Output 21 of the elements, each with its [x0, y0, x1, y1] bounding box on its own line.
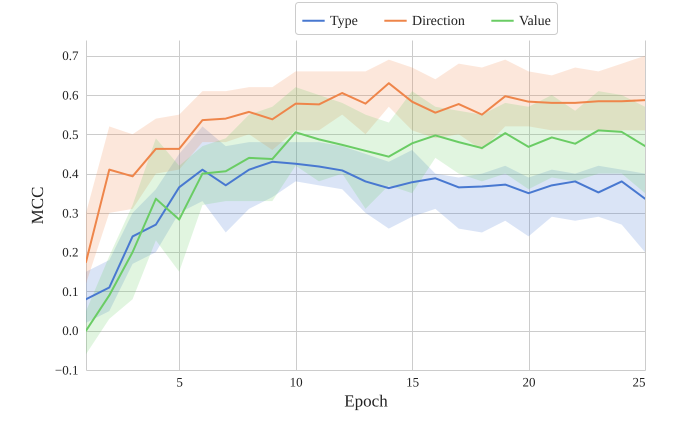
y-tick-label: 0.0	[62, 323, 78, 338]
x-tick-label: 10	[290, 374, 303, 390]
x-axis-title: Epoch	[344, 392, 388, 410]
y-axis-title: MCC	[28, 186, 47, 224]
y-tick-label: 0.6	[62, 88, 79, 102]
y-tick-label: 0.4	[62, 166, 79, 182]
y-tick-label: 0.1	[62, 284, 78, 299]
x-tick-label: 15	[406, 374, 420, 390]
x-tick-label: 25	[632, 374, 646, 390]
x-tick-label: 5	[176, 374, 183, 390]
y-tick-label: −0.1	[54, 362, 78, 378]
y-tick-label: 0.5	[62, 126, 78, 142]
line-series	[86, 160, 645, 300]
legend-label: Direction	[412, 14, 465, 29]
y-tick-label: 0.2	[62, 244, 78, 260]
y-tick-label: 0.7	[62, 48, 79, 64]
y-tick-label: 0.3	[62, 205, 78, 220]
x-tick-label: 20	[522, 374, 536, 390]
legend-label: Type	[330, 14, 358, 29]
legend-label: Value	[519, 14, 551, 29]
line-series	[86, 82, 645, 263]
